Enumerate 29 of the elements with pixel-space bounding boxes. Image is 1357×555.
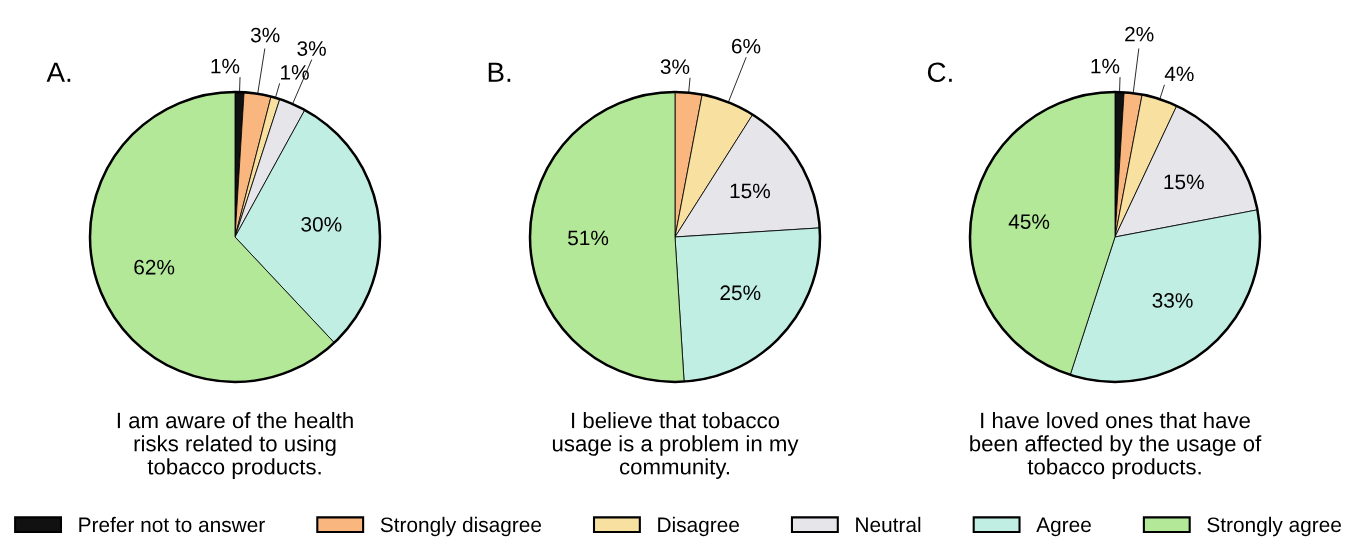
data-label: 3% <box>297 41 326 56</box>
legend-label: Agree <box>1036 517 1091 537</box>
legend-label: Strongly disagree <box>380 516 542 537</box>
data-label: 4% <box>1164 66 1194 82</box>
data-label: 33% <box>1152 293 1193 308</box>
data-label: 6% <box>732 38 761 54</box>
data-label: 3% <box>660 59 690 75</box>
legend-label: Strongly agree <box>1207 516 1341 537</box>
data-label: 2% <box>1125 26 1154 42</box>
legend-label: Disagree <box>658 516 739 537</box>
text: C. <box>927 62 952 83</box>
text: B. <box>488 62 511 82</box>
data-label: 25% <box>720 285 761 301</box>
data-label: 30% <box>301 216 342 232</box>
legend-label: Neutral <box>856 516 921 533</box>
text: I believe that tobacco usage is a problem in my community. <box>552 412 799 479</box>
data-label: 51% <box>568 230 609 246</box>
legend-label: Prefer not to answer <box>79 516 265 533</box>
data-label: 45% <box>1008 214 1050 229</box>
data-label: 15% <box>730 183 770 199</box>
data-label: 62% <box>134 259 175 275</box>
text: A. <box>46 62 71 82</box>
data-label: 3% <box>250 27 280 43</box>
data-label: 1% <box>1091 58 1120 74</box>
text: I am aware of the health risks related to using tobacco products. <box>117 412 353 479</box>
data-label: 15% <box>1164 174 1204 190</box>
data-label: 1% <box>281 65 309 80</box>
data-label: 1% <box>211 58 240 74</box>
text: I have loved ones that have been affected by the usage of tobacco products. <box>970 412 1262 479</box>
